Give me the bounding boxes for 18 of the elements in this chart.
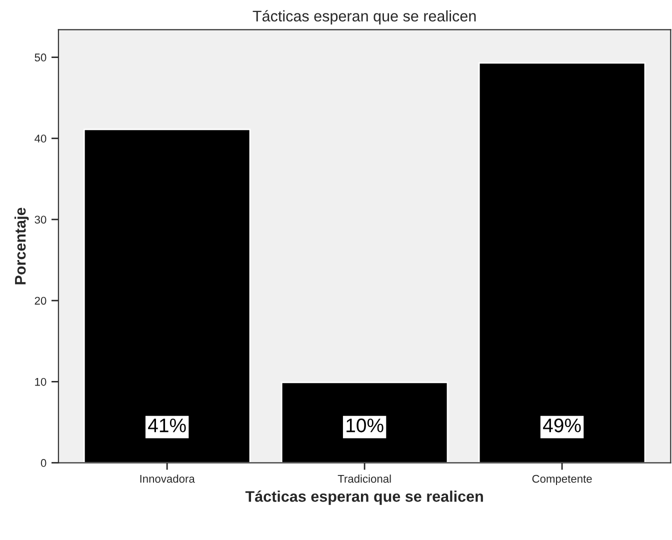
x-axis-title: Tácticas esperan que se realicen bbox=[245, 490, 483, 505]
x-tick-label: Competente bbox=[532, 474, 592, 485]
bar bbox=[280, 382, 448, 463]
y-tick-label: 0 bbox=[40, 459, 46, 467]
y-axis-title: Porcentaje bbox=[14, 208, 29, 284]
y-tick-label: 30 bbox=[34, 216, 46, 224]
y-tick-label: 40 bbox=[34, 134, 46, 143]
data-label: 10% bbox=[346, 418, 384, 432]
data-label: 41% bbox=[148, 418, 186, 432]
data-label: 49% bbox=[543, 418, 581, 432]
chart-title: Tácticas esperan que se realicen bbox=[252, 10, 476, 25]
y-tick-label: 10 bbox=[35, 378, 46, 386]
x-tick-label: Tradicional bbox=[338, 474, 391, 483]
bar bbox=[478, 62, 646, 463]
y-tick-label: 20 bbox=[34, 296, 46, 305]
x-tick-label: Innovadora bbox=[140, 474, 195, 483]
bar bbox=[83, 128, 251, 463]
y-tick-label: 50 bbox=[34, 54, 46, 62]
